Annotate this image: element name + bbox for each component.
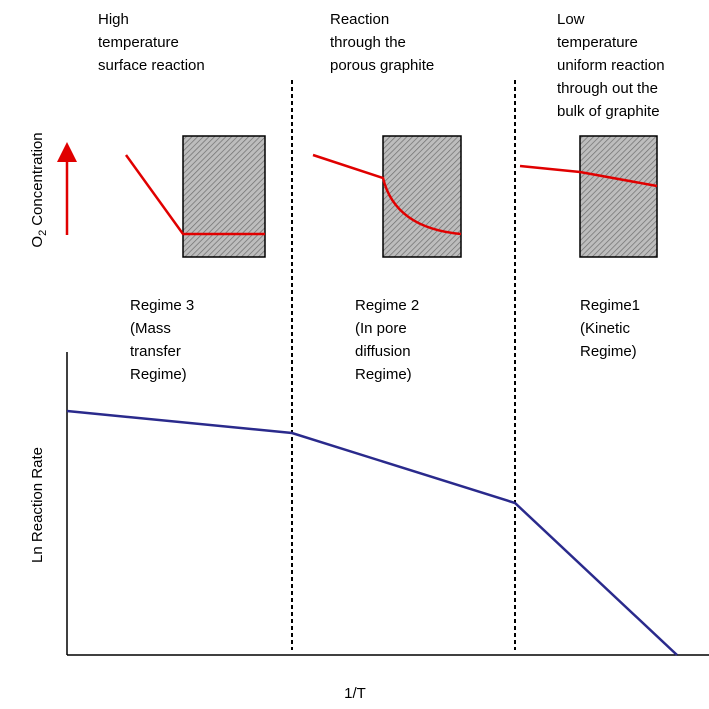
regime-label-line: diffusion bbox=[355, 343, 411, 360]
graphite-block bbox=[580, 136, 657, 257]
regime-label-line: transfer bbox=[130, 343, 181, 360]
header-note-line: High bbox=[98, 11, 129, 28]
regime-label: Regime 2 (In pore diffusion Regime) bbox=[355, 297, 419, 383]
header-note-line: porous graphite bbox=[330, 57, 434, 74]
x-axis-label: 1/T bbox=[344, 685, 366, 702]
header-note: Low temperature uniform reaction through ou… bbox=[557, 11, 665, 120]
regime-label-line: Regime 2 bbox=[355, 297, 419, 314]
graphite-block bbox=[383, 136, 461, 257]
regime-label-line: Regime) bbox=[355, 366, 412, 383]
concentration-label: O2Concentration bbox=[29, 132, 49, 247]
header-note-line: Low bbox=[557, 11, 585, 28]
regime-label: Regime 3 (Mass transfer Regime) bbox=[130, 297, 194, 383]
regime-label-line: Regime) bbox=[130, 366, 187, 383]
diagram: O2Concentration Ln Reaction Rate 1/T Hig… bbox=[0, 0, 709, 709]
header-note-line: bulk of graphite bbox=[557, 103, 660, 120]
header-note-line: uniform reaction bbox=[557, 57, 665, 74]
header-note: Reaction through the porous graphite bbox=[330, 11, 434, 74]
regime-label-line: (Kinetic bbox=[580, 320, 631, 337]
header-note-line: surface reaction bbox=[98, 57, 205, 74]
header-note-line: Reaction bbox=[330, 11, 389, 28]
regime-label-line: Regime 3 bbox=[130, 297, 194, 314]
header-note-line: through out the bbox=[557, 80, 658, 97]
regime-label-line: (In pore bbox=[355, 320, 407, 337]
y-axis-label: Ln Reaction Rate bbox=[29, 447, 46, 563]
regime-label-line: Regime) bbox=[580, 343, 637, 360]
regime-label-line: Regime1 bbox=[580, 297, 640, 314]
header-note-line: temperature bbox=[98, 34, 179, 51]
rate-curve bbox=[67, 411, 677, 655]
graphite-block bbox=[183, 136, 265, 257]
header-note: High temperature surface reaction bbox=[98, 11, 205, 74]
header-note-line: temperature bbox=[557, 34, 638, 51]
header-note-line: through the bbox=[330, 34, 406, 51]
regime-label-line: (Mass bbox=[130, 320, 171, 337]
regime-label: Regime1 (Kinetic Regime) bbox=[580, 297, 640, 360]
